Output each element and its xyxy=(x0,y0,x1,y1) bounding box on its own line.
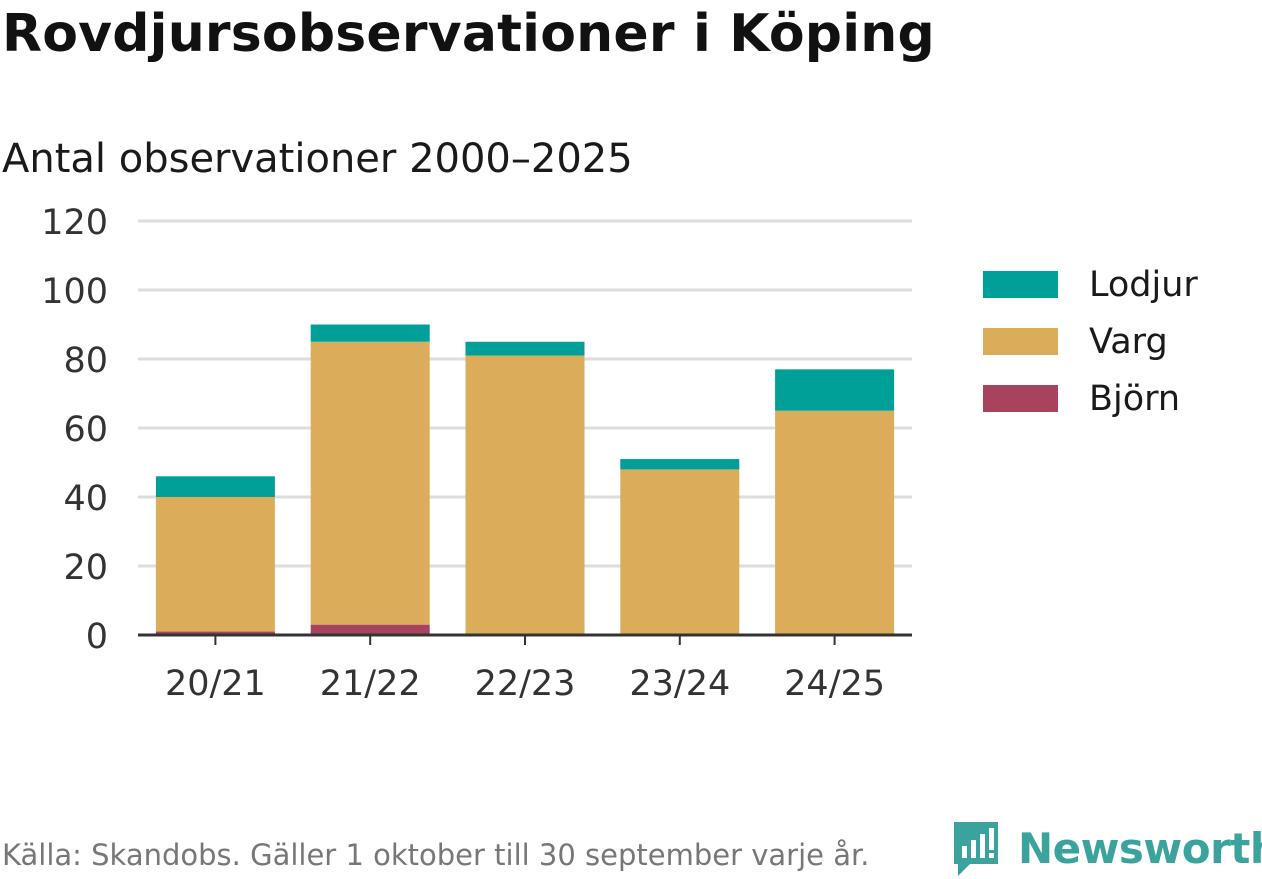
y-tick-label: 40 xyxy=(63,479,108,519)
bar-varg-23-24[interactable] xyxy=(620,469,740,635)
newsworthy-logo-icon xyxy=(954,822,998,876)
bar-lodjur-23-24[interactable] xyxy=(620,459,740,470)
bar-varg-21-22[interactable] xyxy=(310,341,430,625)
bar-lodjur-20-21[interactable] xyxy=(155,476,275,497)
legend-item-bjorn[interactable]: Björn xyxy=(983,370,1198,427)
bar-lodjur-22-23[interactable] xyxy=(465,341,585,356)
y-tick-label: 80 xyxy=(63,341,108,381)
legend-label-bjorn: Björn xyxy=(1089,378,1181,419)
x-tick-label: 23/24 xyxy=(629,664,730,704)
bar-bjorn-21-22[interactable] xyxy=(310,624,430,635)
x-tick-label: 21/22 xyxy=(320,664,421,704)
chart-title: Rovdjursobservationer i Köping xyxy=(2,4,935,64)
legend: Lodjur Varg Björn xyxy=(983,256,1198,427)
x-tick-label: 24/25 xyxy=(784,664,885,704)
y-tick-label: 120 xyxy=(41,203,108,243)
y-tick-label: 20 xyxy=(63,548,108,588)
x-axis-ticks: 20/21 21/22 22/23 23/24 24/25 xyxy=(165,635,885,704)
legend-swatch-bjorn xyxy=(983,385,1058,412)
legend-item-varg[interactable]: Varg xyxy=(983,313,1198,370)
legend-label-varg: Varg xyxy=(1089,321,1168,362)
bar-bjorn-20-21[interactable] xyxy=(155,631,275,635)
legend-swatch-varg xyxy=(983,328,1058,355)
bar-varg-20-21[interactable] xyxy=(155,497,275,632)
y-tick-label: 0 xyxy=(86,617,108,657)
chart-subtitle: Antal observationer 2000–2025 xyxy=(2,136,633,182)
bar-lodjur-24-25[interactable] xyxy=(775,369,895,411)
x-tick-label: 20/21 xyxy=(165,664,266,704)
y-tick-label: 100 xyxy=(41,272,108,312)
bars xyxy=(155,324,895,635)
brand-name: Newsworthy xyxy=(1018,823,1262,873)
legend-item-lodjur[interactable]: Lodjur xyxy=(983,256,1198,313)
bar-varg-22-23[interactable] xyxy=(465,355,585,635)
bar-lodjur-21-22[interactable] xyxy=(310,324,430,342)
source-note: Källa: Skandobs. Gäller 1 oktober till 3… xyxy=(2,838,870,872)
legend-swatch-lodjur xyxy=(983,271,1058,298)
brand-logo[interactable]: Newsworthy xyxy=(950,818,1262,878)
y-tick-label: 60 xyxy=(63,410,108,450)
bar-varg-24-25[interactable] xyxy=(775,410,895,635)
x-tick-label: 22/23 xyxy=(475,664,576,704)
y-axis-ticks: 0 20 40 60 80 100 120 xyxy=(41,203,108,657)
legend-label-lodjur: Lodjur xyxy=(1089,264,1198,305)
